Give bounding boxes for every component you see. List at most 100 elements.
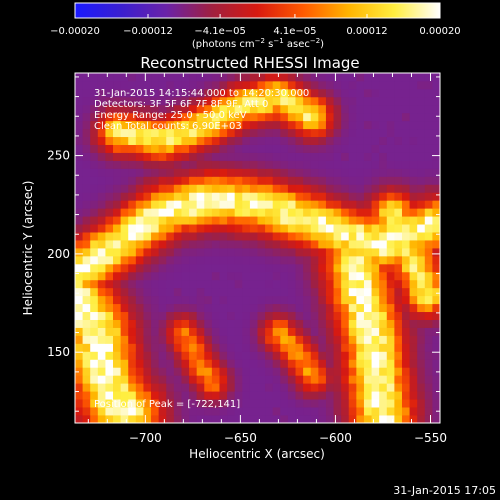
image-pixel <box>356 375 365 384</box>
image-pixel <box>401 255 410 265</box>
image-pixel <box>234 279 243 289</box>
image-pixel <box>242 279 251 289</box>
image-pixel <box>227 255 236 265</box>
image-pixel <box>173 415 182 423</box>
image-pixel <box>363 168 372 177</box>
image-pixel <box>386 168 395 177</box>
image-pixel <box>394 367 403 376</box>
image-pixel <box>356 200 365 209</box>
image-pixel <box>325 80 334 90</box>
image-pixel <box>356 255 365 265</box>
image-pixel <box>310 303 319 313</box>
image-pixel <box>409 359 418 368</box>
image-pixel <box>417 104 426 114</box>
image-pixel <box>341 311 350 320</box>
image-pixel <box>181 80 190 90</box>
image-pixel <box>211 335 220 344</box>
image-pixel <box>379 311 388 320</box>
image-pixel <box>257 88 266 98</box>
image-pixel <box>120 263 129 273</box>
image-pixel <box>249 271 258 281</box>
image-pixel <box>120 399 129 408</box>
image-pixel <box>120 128 129 138</box>
image-pixel <box>143 287 152 297</box>
image-pixel <box>371 319 380 328</box>
image-pixel <box>227 104 236 114</box>
image-pixel <box>105 375 114 384</box>
image-pixel <box>113 367 122 376</box>
image-pixel <box>394 375 403 384</box>
image-pixel <box>280 248 289 257</box>
image-pixel <box>75 208 83 217</box>
image-pixel <box>257 248 266 257</box>
image-pixel <box>75 224 83 233</box>
image-pixel <box>173 407 182 416</box>
image-pixel <box>371 415 380 423</box>
image-pixel <box>371 160 380 169</box>
image-pixel <box>227 216 236 225</box>
image-pixel <box>363 200 372 209</box>
image-pixel <box>318 343 327 352</box>
image-pixel <box>394 343 403 352</box>
image-pixel <box>211 88 220 98</box>
image-pixel <box>432 303 440 313</box>
image-pixel <box>204 160 213 169</box>
image-pixel <box>333 128 342 138</box>
image-pixel <box>143 184 152 193</box>
image-pixel <box>196 160 205 169</box>
image-pixel <box>151 335 160 344</box>
image-pixel <box>401 120 410 130</box>
image-pixel <box>181 248 190 257</box>
image-pixel <box>242 359 251 368</box>
image-pixel <box>249 200 258 209</box>
image-pixel <box>97 319 106 328</box>
image-pixel <box>325 208 334 217</box>
image-pixel <box>151 287 160 297</box>
image-pixel <box>82 136 91 145</box>
image-pixel <box>265 112 274 122</box>
image-pixel <box>363 415 372 423</box>
image-pixel <box>166 152 175 161</box>
image-pixel <box>166 391 175 400</box>
image-pixel <box>166 327 175 336</box>
image-pixel <box>310 248 319 257</box>
image-pixel <box>356 240 365 249</box>
image-pixel <box>234 208 243 217</box>
image-pixel <box>287 303 296 313</box>
image-pixel <box>242 383 251 392</box>
image-pixel <box>394 80 403 90</box>
image-pixel <box>75 104 83 114</box>
image-pixel <box>151 112 160 122</box>
image-pixel <box>196 232 205 241</box>
image-pixel <box>219 144 228 153</box>
image-pixel <box>143 319 152 328</box>
image-pixel <box>325 271 334 281</box>
image-pixel <box>272 88 281 98</box>
image-pixel <box>143 168 152 177</box>
image-pixel <box>371 144 380 153</box>
image-pixel <box>303 367 312 376</box>
image-pixel <box>257 287 266 297</box>
image-pixel <box>181 192 190 201</box>
image-pixel <box>204 311 213 320</box>
image-pixel <box>265 208 274 217</box>
image-pixel <box>333 112 342 122</box>
image-pixel <box>348 335 357 344</box>
image-pixel <box>166 73 175 82</box>
image-pixel <box>189 399 198 408</box>
image-pixel <box>363 311 372 320</box>
image-pixel <box>166 240 175 249</box>
image-pixel <box>348 184 357 193</box>
image-pixel <box>204 383 213 392</box>
image-pixel <box>409 311 418 320</box>
image-pixel <box>379 303 388 313</box>
image-pixel <box>363 88 372 98</box>
image-pixel <box>371 407 380 416</box>
image-pixel <box>211 184 220 193</box>
image-pixel <box>105 383 114 392</box>
image-pixel <box>379 351 388 360</box>
image-pixel <box>181 208 190 217</box>
image-pixel <box>249 88 258 98</box>
image-pixel <box>409 335 418 344</box>
image-pixel <box>295 391 304 400</box>
